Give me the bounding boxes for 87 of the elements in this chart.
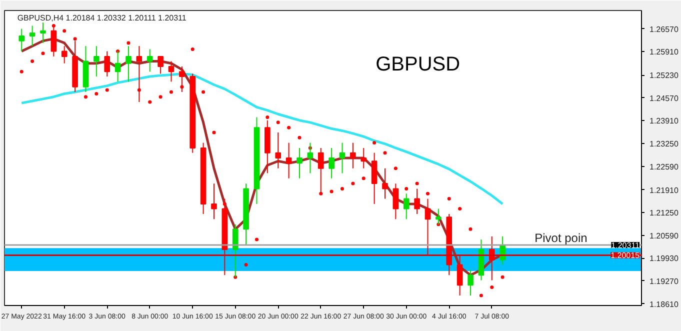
- point: [212, 130, 216, 134]
- point: [372, 141, 376, 145]
- point: [158, 95, 162, 99]
- point: [94, 92, 98, 96]
- point: [500, 275, 504, 279]
- candlestick: [286, 142, 292, 179]
- candlestick: [371, 152, 378, 204]
- point: [62, 29, 66, 33]
- line-series: [20, 72, 504, 206]
- y-tick-label: 1.25910: [650, 48, 679, 57]
- y-tick-label: 1.18610: [650, 300, 679, 309]
- point: [340, 186, 344, 190]
- candlestick: [94, 46, 100, 77]
- point: [287, 126, 291, 130]
- point: [351, 182, 355, 186]
- candlestick: [360, 147, 367, 169]
- candlestick: [436, 208, 442, 225]
- ref-line-label: 1.20015: [610, 251, 640, 260]
- y-tick-label: 1.19270: [650, 276, 679, 286]
- point: [447, 197, 451, 201]
- point: [41, 52, 45, 56]
- point: [190, 47, 194, 51]
- candlestick: [456, 254, 463, 296]
- candlestick: [168, 60, 174, 82]
- candlestick: [488, 236, 495, 281]
- candlestick: [414, 188, 420, 214]
- y-tick-label: 1.25230: [650, 71, 679, 80]
- point: [30, 60, 34, 64]
- y-tick-label: 1.26570: [650, 24, 679, 34]
- candlestick: [29, 25, 36, 47]
- candlestick: [232, 224, 238, 278]
- candlestick: [104, 50, 110, 77]
- point: [73, 37, 77, 41]
- candlestick: [339, 142, 346, 174]
- chart-subtitle: GBPUSD,H4 1.20184 1.20332 1.20111 1.20311: [17, 14, 187, 22]
- point: [468, 227, 472, 231]
- point: [415, 182, 419, 186]
- y-tick-label: 1.23250: [650, 139, 679, 148]
- point: [276, 120, 280, 124]
- point: [20, 70, 24, 74]
- candlestick: [18, 28, 25, 52]
- candlestick: [211, 183, 217, 220]
- point: [148, 100, 152, 104]
- point: [383, 151, 387, 155]
- point: [298, 136, 302, 140]
- point: [479, 294, 483, 298]
- point: [254, 238, 258, 242]
- y-tick-label: 1.24570: [650, 94, 679, 103]
- y-tick-label: 1.19930: [650, 254, 679, 264]
- candlestick: [382, 168, 388, 200]
- candlestick: [146, 48, 153, 72]
- point: [404, 186, 408, 190]
- candlestick: [114, 50, 121, 82]
- y-tick-label: 1.21250: [650, 208, 679, 218]
- candlestick: [403, 193, 410, 220]
- candlestick: [424, 198, 431, 256]
- point: [84, 95, 88, 99]
- point: [244, 262, 248, 266]
- candlestick: [275, 132, 282, 169]
- y-tick-label: 1.21910: [650, 186, 679, 195]
- candlestick: [61, 46, 68, 64]
- point: [202, 90, 206, 94]
- y-tick-label: 1.23910: [650, 116, 679, 126]
- point: [169, 90, 173, 94]
- point: [362, 176, 366, 180]
- y-tick-label: 1.20590: [650, 231, 679, 240]
- ref-line-label: 1.20311: [611, 241, 640, 250]
- point: [330, 190, 334, 194]
- candlestick: [392, 183, 399, 220]
- point: [394, 166, 398, 170]
- point: [266, 115, 270, 119]
- point: [105, 88, 109, 92]
- candlestick: [40, 22, 46, 44]
- point: [126, 41, 130, 45]
- y-tick-label: 1.22590: [650, 162, 679, 172]
- candlestick: [158, 56, 164, 74]
- candlestick: [50, 25, 57, 57]
- point: [490, 285, 494, 289]
- candlestick: [468, 269, 474, 296]
- candlestick: [350, 142, 356, 169]
- candlestick: [296, 147, 302, 179]
- point: [458, 207, 462, 211]
- point: [426, 192, 430, 196]
- candlestick: [126, 46, 132, 82]
- candlestick: [328, 147, 334, 179]
- text: GBPUSD: [376, 53, 460, 76]
- band-label: Pivot poin: [534, 231, 588, 246]
